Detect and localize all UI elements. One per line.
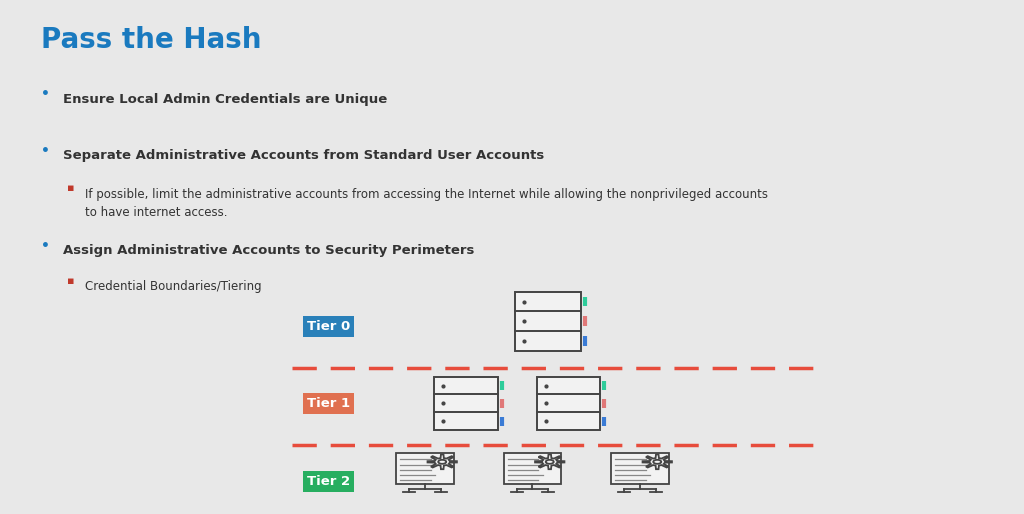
Text: ▪: ▪ (67, 183, 74, 193)
Text: If possible, limit the administrative accounts from accessing the Internet while: If possible, limit the administrative ac… (85, 188, 768, 218)
Text: •: • (41, 239, 50, 253)
Text: Separate Administrative Accounts from Standard User Accounts: Separate Administrative Accounts from St… (63, 149, 545, 162)
Text: Tier 2: Tier 2 (307, 475, 350, 488)
FancyBboxPatch shape (611, 453, 669, 484)
Text: •: • (41, 87, 50, 101)
FancyBboxPatch shape (434, 376, 498, 431)
Text: Pass the Hash: Pass the Hash (41, 26, 261, 53)
Circle shape (546, 460, 554, 464)
Text: Tier 1: Tier 1 (307, 397, 350, 410)
Text: Ensure Local Admin Credentials are Unique: Ensure Local Admin Credentials are Uniqu… (63, 93, 388, 105)
Polygon shape (643, 454, 672, 469)
FancyBboxPatch shape (504, 453, 561, 484)
Text: Credential Boundaries/Tiering: Credential Boundaries/Tiering (85, 280, 261, 293)
Polygon shape (428, 454, 457, 469)
FancyBboxPatch shape (396, 453, 454, 484)
Text: ▪: ▪ (67, 276, 74, 286)
Text: Tier 0: Tier 0 (307, 320, 350, 333)
Text: •: • (41, 144, 50, 158)
Text: Assign Administrative Accounts to Security Perimeters: Assign Administrative Accounts to Securi… (63, 244, 475, 257)
Circle shape (653, 460, 662, 464)
Polygon shape (536, 454, 564, 469)
Circle shape (438, 460, 446, 464)
FancyBboxPatch shape (537, 376, 600, 431)
FancyBboxPatch shape (515, 292, 582, 351)
